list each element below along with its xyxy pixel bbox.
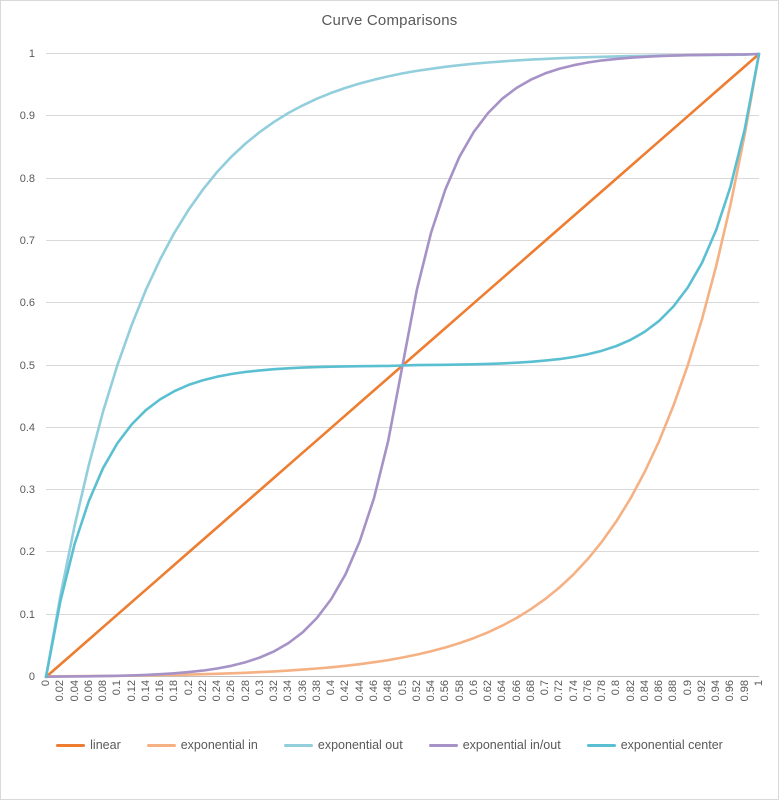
legend-marker-exponential-in — [146, 743, 176, 747]
x-tick-label: 0.6 — [467, 680, 480, 696]
legend-label: exponential out — [317, 738, 403, 752]
x-tick-label: 0.9 — [681, 680, 694, 696]
x-tick-label: 0.32 — [268, 680, 281, 702]
x-tick-label: 0.06 — [82, 680, 95, 702]
y-tick-label: 1 — [28, 48, 35, 60]
x-tick-label: 0.48 — [382, 680, 395, 702]
legend-marker-exponential-center — [586, 743, 616, 747]
x-tick-label: 0.5 — [396, 680, 409, 696]
plot-area — [44, 52, 761, 679]
x-tick-label: 0.02 — [54, 680, 67, 702]
x-tick-label: 1 — [753, 680, 765, 687]
x-tick-label: 0 — [40, 680, 52, 687]
x-tick-label: 0.52 — [410, 680, 423, 702]
y-tick-label: 0.3 — [19, 484, 35, 497]
y-axis-labels: 1 0.9 0.8 0.7 0.6 0.5 0.4 0.3 0.2 0.1 0 — [1, 1, 37, 799]
y-tick-label: 0.8 — [19, 172, 35, 185]
legend-marker-exponential-in-out — [428, 743, 458, 747]
x-tick-label: 0.68 — [524, 680, 537, 702]
y-tick-label: 0.2 — [19, 546, 35, 559]
x-tick-label: 0.34 — [282, 680, 295, 702]
x-tick-label: 0.62 — [482, 680, 495, 702]
x-tick-label: 0.66 — [510, 680, 523, 702]
x-tick-label: 0.22 — [196, 680, 209, 702]
legend-label: exponential center — [620, 738, 723, 752]
x-tick-label: 0.54 — [425, 680, 438, 702]
x-tick-label: 0.08 — [97, 680, 110, 702]
x-tick-label: 0.98 — [738, 680, 751, 702]
x-tick-label: 0.26 — [225, 680, 238, 702]
x-tick-label: 0.8 — [610, 680, 623, 696]
y-tick-label: 0.6 — [19, 297, 35, 310]
x-tick-label: 0.16 — [154, 680, 167, 702]
legend-label: exponential in — [180, 738, 258, 752]
x-tick-label: 0.44 — [353, 680, 366, 702]
x-tick-label: 0.36 — [296, 680, 309, 702]
legend-marker-exponential-out — [283, 743, 313, 747]
x-tick-label: 0.28 — [239, 680, 252, 702]
x-tick-label: 0.12 — [125, 680, 138, 702]
x-tick-label: 0.38 — [310, 680, 323, 702]
plot-svg — [44, 52, 761, 679]
legend-item-exponential-in-out[interactable]: exponential in/out — [428, 738, 561, 752]
x-tick-label: 0.1 — [111, 680, 124, 696]
legend-item-exponential-in[interactable]: exponential in — [146, 738, 258, 752]
y-tick-label: 0 — [28, 671, 35, 683]
x-tick-label: 0.94 — [710, 680, 723, 702]
x-tick-label: 0.18 — [168, 680, 181, 702]
y-tick-label: 0.1 — [19, 608, 35, 621]
legend-item-exponential-center[interactable]: exponential center — [586, 738, 723, 752]
x-tick-label: 0.92 — [695, 680, 708, 702]
x-tick-label: 0.76 — [581, 680, 594, 702]
x-tick-label: 0.04 — [68, 680, 81, 702]
x-tick-label: 0.42 — [339, 680, 352, 702]
y-tick-label: 0.9 — [19, 110, 35, 123]
x-tick-label: 0.46 — [367, 680, 380, 702]
x-tick-label: 0.3 — [253, 680, 266, 696]
x-tick-label: 0.64 — [496, 680, 509, 702]
x-tick-label: 0.74 — [567, 680, 580, 702]
series-line-exponential-center[interactable] — [44, 52, 761, 679]
legend: linear exponential in exponential out ex… — [1, 738, 778, 752]
x-tick-label: 0.24 — [211, 680, 224, 702]
legend-label: linear — [90, 738, 121, 752]
x-tick-label: 0.88 — [667, 680, 680, 702]
legend-item-exponential-out[interactable]: exponential out — [283, 738, 403, 752]
x-tick-label: 0.96 — [724, 680, 737, 702]
legend-item-linear[interactable]: linear — [56, 738, 121, 752]
x-tick-label: 0.2 — [182, 680, 195, 696]
legend-marker-linear — [56, 743, 86, 747]
x-tick-label: 0.86 — [653, 680, 666, 702]
x-tick-label: 0.82 — [624, 680, 637, 702]
x-tick-label: 0.78 — [596, 680, 609, 702]
y-tick-label: 0.5 — [19, 359, 35, 372]
y-tick-label: 0.4 — [19, 421, 35, 434]
x-tick-label: 0.56 — [439, 680, 452, 702]
x-tick-label: 0.4 — [325, 680, 338, 696]
chart-title: Curve Comparisons — [321, 12, 458, 29]
x-tick-label: 0.14 — [139, 680, 152, 702]
legend-label: exponential in/out — [462, 738, 561, 752]
x-tick-label: 0.84 — [638, 680, 651, 702]
x-tick-label: 0.58 — [453, 680, 466, 702]
x-tick-label: 0.72 — [553, 680, 566, 702]
y-tick-label: 0.7 — [19, 234, 35, 247]
x-tick-label: 0.7 — [539, 680, 552, 696]
